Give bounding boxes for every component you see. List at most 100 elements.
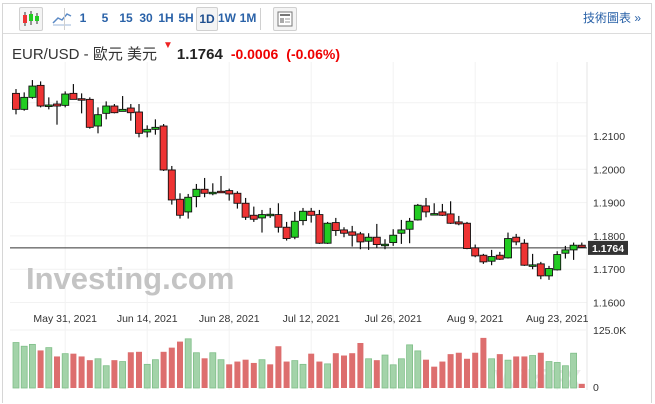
interval-1m[interactable]: 1M	[239, 11, 257, 25]
symbol-name: EUR/USD - 歐元 美元	[12, 46, 158, 63]
candle-up	[397, 229, 406, 234]
candle-up	[299, 210, 307, 222]
candle-down	[233, 192, 242, 204]
price-change: -0.0006	[230, 46, 279, 62]
candle-up	[553, 254, 562, 271]
volume-bar	[389, 364, 397, 389]
date-tick-label: Aug 23, 2021	[526, 313, 589, 325]
interval-1[interactable]: 1	[79, 11, 87, 25]
candle-down	[315, 214, 324, 244]
volume-bar	[414, 350, 422, 389]
interval-1h[interactable]: 1H	[158, 11, 174, 25]
candle-up	[413, 204, 422, 221]
news-icon[interactable]	[273, 7, 297, 31]
price-tick-label: 1.2000	[593, 164, 625, 176]
candle-down	[274, 214, 283, 228]
candle-up	[487, 256, 496, 262]
volume-bar	[70, 353, 77, 388]
volume-bar	[488, 358, 496, 389]
volume-bar	[406, 344, 414, 389]
candlestick-chart-icon[interactable]	[19, 7, 43, 31]
candle-down	[167, 169, 176, 201]
interval-1d[interactable]: 1D	[196, 7, 218, 31]
candle-down	[471, 247, 480, 257]
volume-bar	[349, 353, 356, 388]
interval-5[interactable]: 5	[101, 11, 109, 25]
candle-up	[20, 96, 29, 110]
toolbar-separator	[64, 8, 65, 30]
volume-bar	[324, 363, 332, 389]
price-tick-label: 1.1700	[593, 264, 625, 276]
volume-bar	[45, 347, 53, 389]
toolbar-separator	[260, 8, 261, 30]
volume-bar	[553, 362, 561, 389]
candle-up	[44, 104, 53, 107]
price-tick-label: 1.1800	[593, 231, 625, 243]
volume-bar	[250, 362, 257, 388]
chart-widget-frame	[2, 3, 652, 403]
last-price: 1.1764	[176, 46, 223, 63]
volume-bar	[480, 337, 487, 388]
current-price-box	[588, 240, 628, 255]
date-tick-label: Jul 26, 2021	[365, 313, 422, 325]
interval-15[interactable]: 15	[119, 11, 133, 25]
volume-bar	[12, 342, 20, 389]
price-change-percent: (-0.06%)	[286, 46, 340, 62]
candle-up	[389, 234, 398, 244]
candle-down	[307, 210, 316, 216]
volume-bar	[111, 360, 118, 388]
candle-up	[364, 236, 373, 242]
volume-bar	[37, 350, 44, 388]
volume-bar	[529, 355, 536, 389]
candle-down	[159, 125, 168, 171]
volume-bar	[521, 356, 528, 388]
volume-bar	[177, 341, 183, 388]
volume-bar	[341, 355, 347, 388]
volume-bar	[291, 360, 299, 389]
date-tick-label: Jun 28, 2021	[199, 313, 260, 325]
candle-up	[561, 249, 570, 254]
price-tick-label: 1.1600	[593, 298, 625, 310]
technical-chart-link[interactable]: 技術圖表 »	[582, 11, 641, 25]
volume-bar	[496, 354, 503, 388]
volume-bar	[258, 359, 266, 389]
volume-bar	[447, 354, 454, 388]
volume-bar	[267, 364, 274, 388]
volume-bar	[397, 358, 405, 389]
quote-header: EUR/USD - 歐元 美元 ▼1.1764 -0.0006 (-0.06%)	[12, 40, 340, 64]
candle-down	[348, 231, 357, 236]
candle-up	[151, 126, 160, 130]
candle-down	[176, 198, 184, 216]
price-tick-label: 1.1900	[593, 198, 625, 210]
volume-bar	[226, 364, 233, 388]
volume-bar	[562, 365, 569, 389]
interval-30[interactable]: 30	[139, 11, 153, 25]
volume-bar	[136, 351, 142, 388]
date-tick-label: Jun 14, 2021	[117, 313, 178, 325]
volume-bar	[86, 360, 93, 388]
candle-down	[241, 202, 250, 218]
candle-up	[290, 220, 299, 238]
volume-bar	[242, 359, 249, 388]
volume-bar	[184, 338, 192, 389]
candle-down	[577, 244, 586, 248]
candle-down	[463, 222, 471, 250]
candle-up	[143, 128, 152, 133]
down-arrow-icon: ▼	[163, 40, 173, 51]
volume-bar	[357, 342, 364, 388]
price-tick-label: 1.2100	[593, 131, 625, 143]
candle-down	[200, 188, 209, 194]
candle-down	[282, 226, 291, 240]
candle-up	[192, 188, 201, 198]
candle-up	[430, 213, 439, 216]
line-chart-icon[interactable]	[51, 7, 73, 29]
volume-bar	[61, 353, 69, 389]
candle-down	[422, 205, 430, 213]
interval-5h[interactable]: 5H	[178, 11, 194, 25]
candle-up	[545, 268, 553, 277]
interval-1w[interactable]: 1W	[218, 11, 236, 25]
volume-bar	[209, 352, 217, 389]
volume-bar	[537, 352, 544, 388]
volume-bar	[464, 358, 470, 388]
